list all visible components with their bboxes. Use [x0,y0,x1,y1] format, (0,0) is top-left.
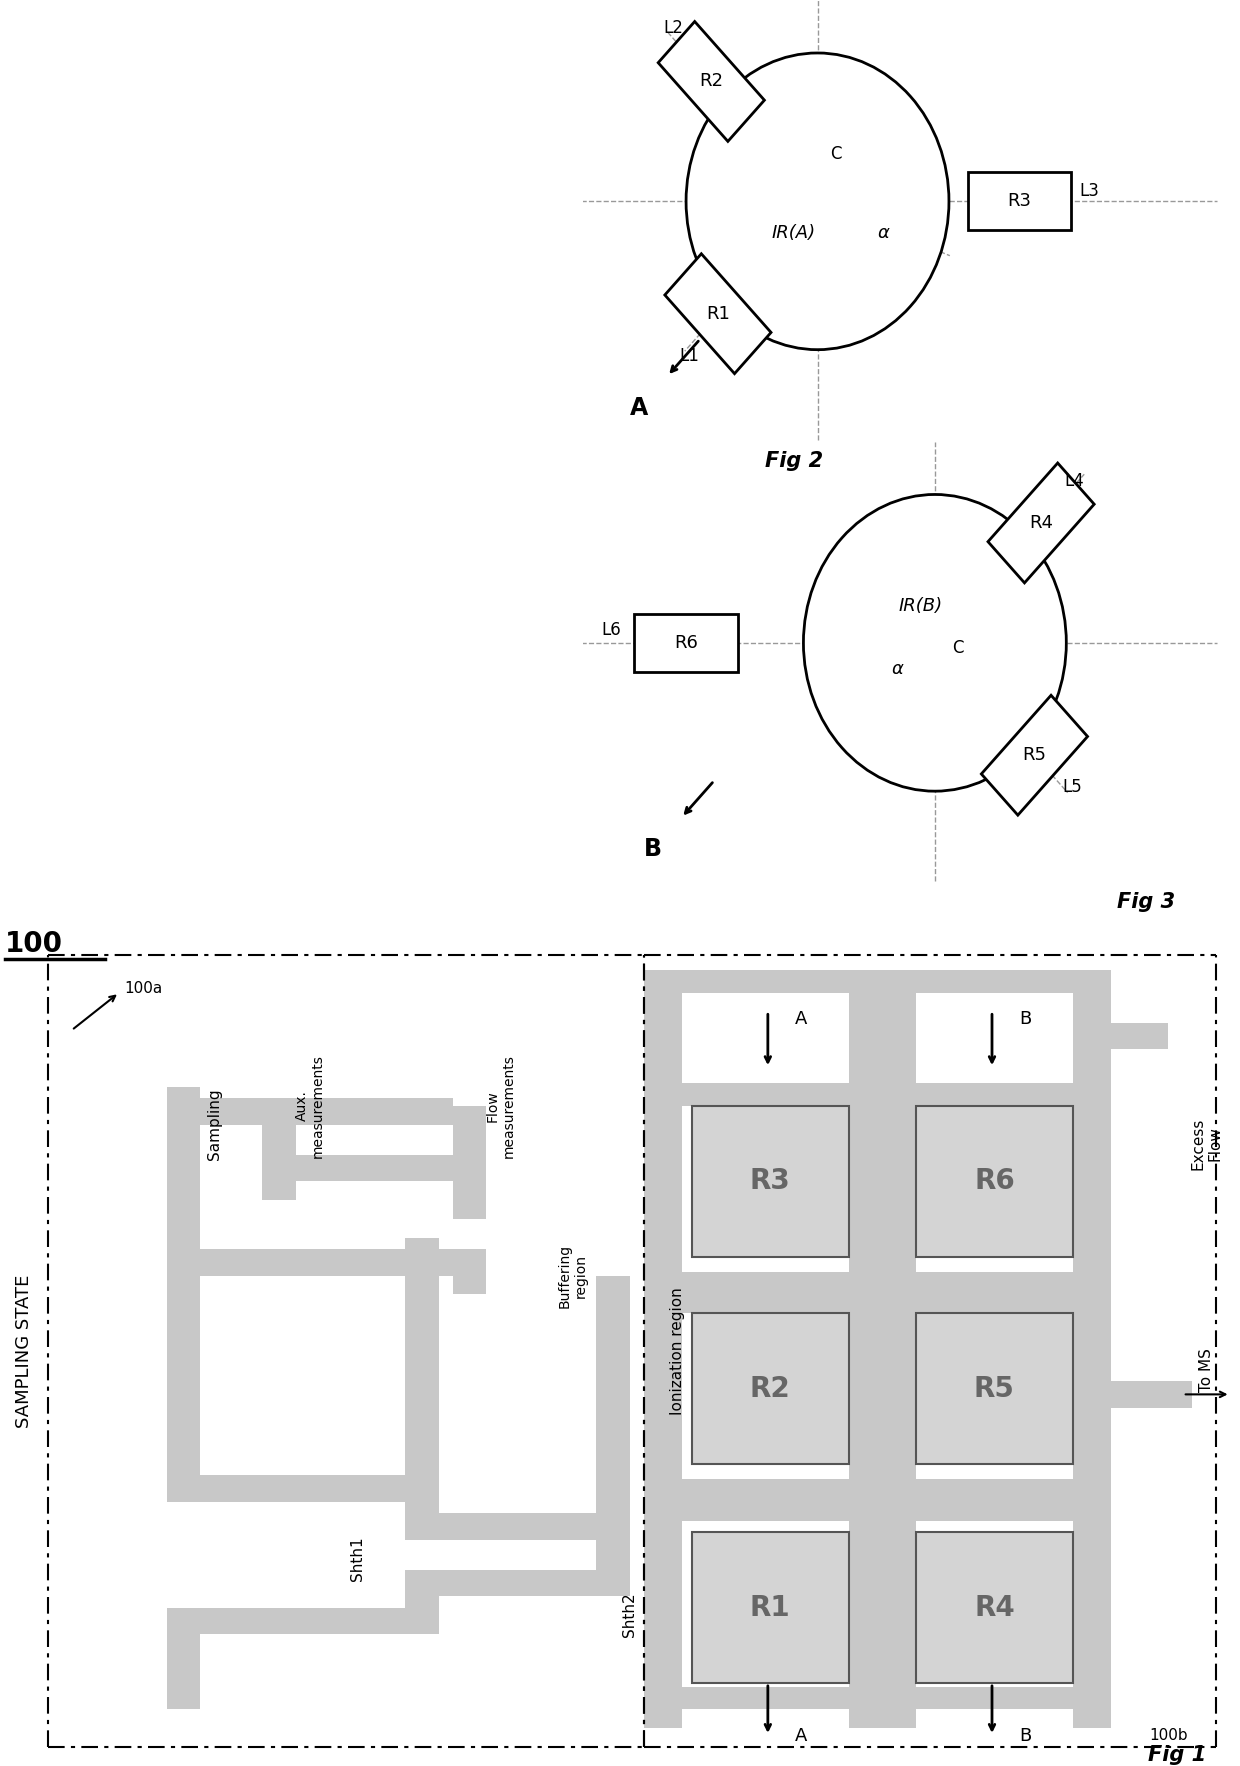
Text: B: B [1019,1010,1032,1028]
Text: Shth1: Shth1 [350,1536,366,1581]
Text: R5: R5 [973,1374,1014,1402]
Text: 100: 100 [5,929,63,957]
FancyBboxPatch shape [692,1106,849,1257]
Text: IR(B): IR(B) [899,597,942,615]
Text: Sampling: Sampling [207,1090,222,1160]
FancyBboxPatch shape [453,1106,486,1219]
Text: 100b: 100b [1149,1729,1188,1743]
FancyBboxPatch shape [644,973,682,1729]
Text: B: B [1019,1727,1032,1745]
Text: R3: R3 [1007,192,1032,210]
FancyBboxPatch shape [167,1607,429,1634]
Text: 100a: 100a [124,982,162,996]
Text: R5: R5 [1023,747,1047,765]
Text: L1: L1 [680,348,699,366]
Circle shape [804,494,1066,791]
Text: R1: R1 [750,1593,791,1621]
FancyBboxPatch shape [167,1249,477,1275]
Polygon shape [988,463,1094,583]
FancyBboxPatch shape [167,1106,201,1201]
Text: B: B [645,837,662,862]
Polygon shape [658,21,764,141]
Polygon shape [665,254,771,374]
FancyBboxPatch shape [263,1106,295,1201]
Text: L3: L3 [1080,182,1100,200]
Text: Ionization region: Ionization region [670,1287,684,1415]
FancyBboxPatch shape [692,1533,849,1683]
Text: Fig 3: Fig 3 [1117,892,1176,913]
FancyBboxPatch shape [1073,1023,1168,1049]
FancyBboxPatch shape [692,1314,849,1464]
Text: C: C [831,145,842,162]
FancyBboxPatch shape [868,973,906,1729]
FancyBboxPatch shape [405,1577,439,1634]
FancyBboxPatch shape [915,1314,1073,1464]
Circle shape [686,53,949,350]
Text: R4: R4 [973,1593,1014,1621]
Polygon shape [967,171,1071,230]
Text: Excess
Flow: Excess Flow [1190,1118,1223,1169]
Text: α: α [892,660,903,678]
FancyBboxPatch shape [644,1083,1111,1106]
FancyBboxPatch shape [915,1106,1073,1257]
Text: R3: R3 [750,1167,791,1196]
Text: R1: R1 [706,306,730,323]
Text: L5: L5 [1063,779,1081,796]
FancyBboxPatch shape [167,1086,201,1501]
Text: Fig 1: Fig 1 [1148,1745,1207,1764]
FancyBboxPatch shape [849,973,915,1729]
Text: L4: L4 [1064,472,1084,489]
Text: A: A [795,1727,807,1745]
Text: C: C [952,639,963,657]
Text: IR(A): IR(A) [773,224,816,242]
Text: Fig 2: Fig 2 [765,450,823,472]
Text: Flow
measurements: Flow measurements [486,1054,516,1158]
FancyBboxPatch shape [1073,1381,1193,1408]
FancyBboxPatch shape [644,1272,1111,1294]
Text: α: α [877,224,889,242]
FancyBboxPatch shape [167,1238,201,1501]
FancyBboxPatch shape [644,1498,1111,1521]
FancyBboxPatch shape [644,1687,1111,1709]
FancyBboxPatch shape [405,1513,620,1540]
Text: R6: R6 [675,634,698,652]
Text: L2: L2 [663,19,683,37]
Text: To MS: To MS [1199,1347,1214,1392]
FancyBboxPatch shape [915,1533,1073,1683]
Text: R2: R2 [750,1374,791,1402]
Polygon shape [981,696,1087,816]
Text: A: A [795,1010,807,1028]
FancyBboxPatch shape [1073,973,1111,1729]
FancyBboxPatch shape [644,1480,1111,1501]
FancyBboxPatch shape [405,1238,439,1540]
FancyBboxPatch shape [453,1249,486,1294]
Text: Aux.
measurements: Aux. measurements [295,1054,325,1158]
FancyBboxPatch shape [167,1616,201,1709]
Text: A: A [630,396,649,420]
Text: Shth2: Shth2 [622,1593,637,1637]
FancyBboxPatch shape [405,1570,620,1596]
FancyBboxPatch shape [644,970,1111,992]
Text: SAMPLING STATE: SAMPLING STATE [15,1275,32,1427]
Text: R6: R6 [973,1167,1014,1196]
Text: R4: R4 [1029,514,1053,532]
Text: R2: R2 [699,72,723,90]
FancyBboxPatch shape [167,1476,429,1501]
FancyBboxPatch shape [644,1291,1111,1314]
Text: Buffering
region: Buffering region [557,1243,588,1307]
Text: L6: L6 [601,620,621,639]
FancyBboxPatch shape [596,1275,630,1596]
FancyBboxPatch shape [167,1098,453,1125]
Polygon shape [635,613,738,671]
FancyBboxPatch shape [263,1155,477,1181]
